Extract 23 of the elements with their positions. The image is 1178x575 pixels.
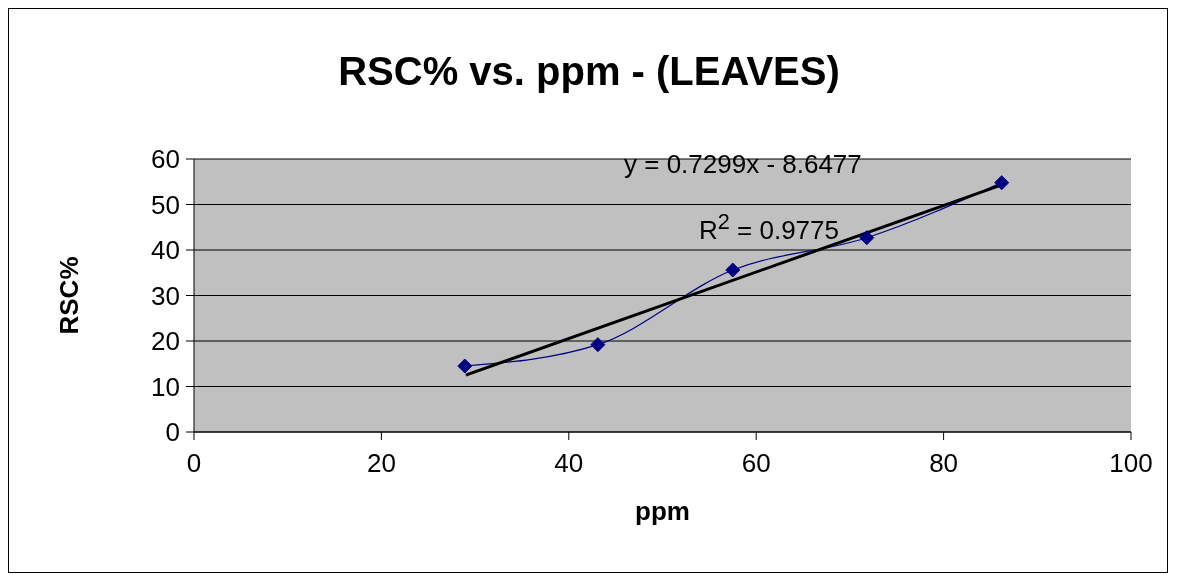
point	[457, 358, 473, 374]
x-tick-label: 20	[366, 448, 396, 479]
y-tick-label: 0	[165, 417, 180, 448]
x-tick-label: 40	[554, 448, 584, 479]
point	[590, 337, 606, 353]
x-tick-label: 100	[1109, 448, 1153, 479]
annotation: R$^{2}$ = 0.9775	[699, 209, 839, 246]
y-tick-label: 10	[151, 371, 180, 402]
x-axis-title: ppm	[635, 496, 690, 526]
x-tick-label: 80	[929, 448, 959, 479]
y-tick-label: 30	[151, 280, 180, 311]
point	[859, 230, 875, 246]
chart-title: RSC% vs. ppm - (LEAVES)	[337, 49, 841, 94]
point	[994, 175, 1010, 191]
annotation: y = 0.7299x - 8.6477	[624, 149, 862, 180]
x-tick-label: 60	[741, 448, 771, 479]
y-axis-title: RSC%	[54, 256, 85, 335]
y-tick-label: 20	[151, 326, 180, 357]
y-tick-label: 60	[151, 144, 180, 175]
y-tick-label: 50	[151, 189, 180, 220]
y-tick-label: 40	[151, 235, 180, 266]
x-tick-label: 0	[186, 448, 202, 479]
point	[725, 262, 741, 278]
